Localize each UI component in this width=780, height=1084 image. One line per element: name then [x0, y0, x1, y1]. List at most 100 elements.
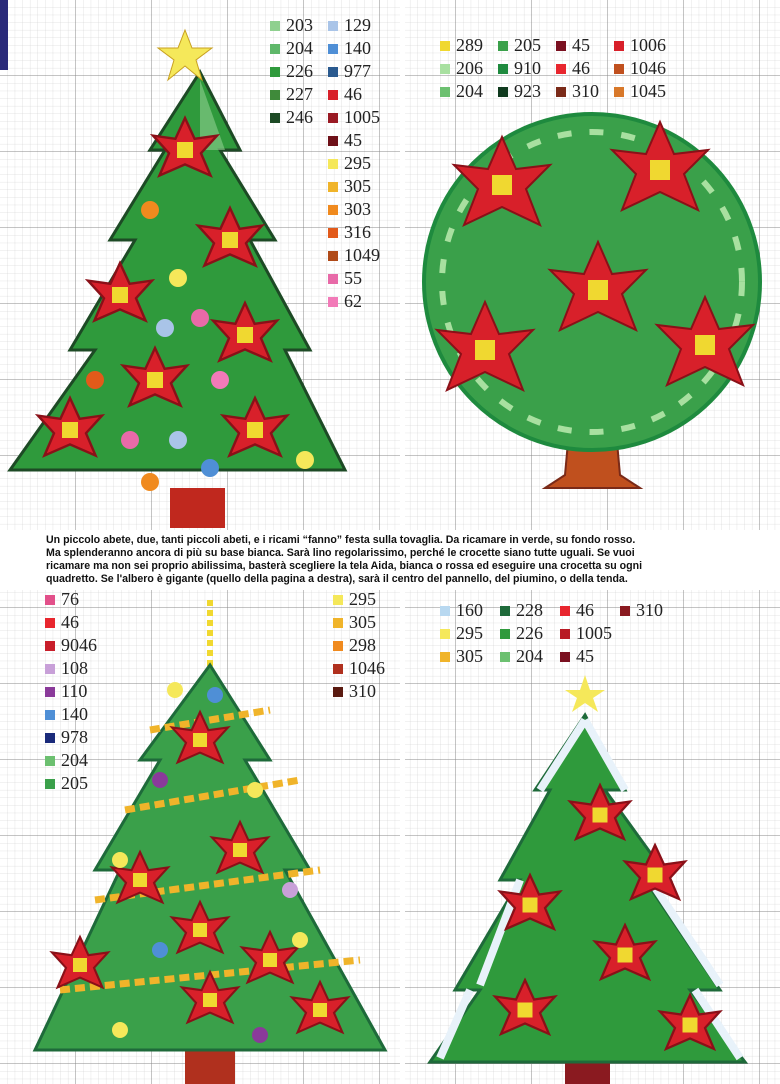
swatch [614, 87, 624, 97]
thread-code: 204 [286, 38, 313, 58]
swatch [45, 779, 55, 789]
thread-code: 228 [516, 600, 543, 620]
thread-code: 310 [572, 81, 599, 101]
thread-code: 46 [572, 58, 590, 78]
tree-snowy [427, 675, 749, 1084]
swatch [45, 664, 55, 674]
thread-code: 295 [456, 623, 483, 643]
swatch [556, 87, 566, 97]
swatch [45, 710, 55, 720]
thread-code: 310 [349, 681, 376, 701]
swatch [560, 606, 570, 616]
legends: 203 204 226 227 246 129 140 977 46 1005 45 295 305 30… [45, 15, 666, 793]
swatch [498, 64, 508, 74]
swatch [328, 159, 338, 169]
swatch [45, 733, 55, 743]
swatch [333, 687, 343, 697]
swatch [328, 274, 338, 284]
swatch [45, 756, 55, 766]
swatch [500, 606, 510, 616]
swatch [440, 629, 450, 639]
swatch [328, 205, 338, 215]
thread-code: 76 [61, 589, 79, 609]
thread-code: 110 [61, 681, 87, 701]
caption-line: quadretto. Se l'albero è gigante (quello… [46, 573, 628, 585]
swatch [328, 251, 338, 261]
thread-code: 108 [61, 658, 88, 678]
swatch [328, 90, 338, 100]
thread-code: 1049 [344, 245, 380, 265]
caption-line: Ma splenderanno ancora di più su base bi… [46, 547, 635, 559]
thread-code: 206 [456, 58, 483, 78]
thread-code: 298 [349, 635, 376, 655]
swatch [333, 641, 343, 651]
swatch [270, 21, 280, 31]
thread-code: 9046 [61, 635, 97, 655]
thread-code: 310 [636, 600, 663, 620]
thread-code: 977 [344, 61, 371, 81]
swatch [45, 641, 55, 651]
thread-code: 45 [344, 130, 362, 150]
swatch [620, 606, 630, 616]
swatch [328, 297, 338, 307]
thread-code: 1046 [349, 658, 385, 678]
swatch [328, 136, 338, 146]
thread-code: 205 [514, 35, 541, 55]
thread-code: 203 [286, 15, 313, 35]
thread-code: 227 [286, 84, 313, 104]
swatch [328, 228, 338, 238]
thread-code: 129 [344, 15, 371, 35]
tree-decorated [32, 600, 388, 1084]
swatch [440, 606, 450, 616]
thread-code: 55 [344, 268, 362, 288]
thread-code: 204 [456, 81, 483, 101]
thread-code: 1005 [344, 107, 380, 127]
thread-code: 46 [344, 84, 362, 104]
thread-code: 226 [286, 61, 313, 81]
edge-mark [0, 0, 8, 70]
swatch [556, 64, 566, 74]
swatch [270, 44, 280, 54]
thread-code: 295 [349, 589, 376, 609]
thread-code: 978 [61, 727, 88, 747]
swatch [560, 629, 570, 639]
swatch [440, 41, 450, 51]
swatch [45, 687, 55, 697]
thread-code: 305 [349, 612, 376, 632]
thread-code: 160 [456, 600, 483, 620]
caption-line: ricamare ma non sei proprio abilissima, … [46, 560, 642, 572]
thread-code: 1046 [630, 58, 666, 78]
thread-code: 246 [286, 107, 313, 127]
swatch [270, 67, 280, 77]
thread-code: 923 [514, 81, 541, 101]
swatch [45, 618, 55, 628]
swatch [45, 595, 55, 605]
swatch [440, 87, 450, 97]
swatch [500, 629, 510, 639]
swatch [500, 652, 510, 662]
swatch [328, 182, 338, 192]
swatch [440, 652, 450, 662]
tree-poinsettia [7, 28, 348, 528]
swatch [333, 595, 343, 605]
thread-code: 46 [61, 612, 79, 632]
swatch [270, 90, 280, 100]
thread-code: 303 [344, 199, 371, 219]
swatch [556, 41, 566, 51]
caption-line: Un piccolo abete, due, tanti piccoli abe… [46, 534, 635, 546]
swatch [498, 87, 508, 97]
swatch [328, 67, 338, 77]
swatch [270, 113, 280, 123]
thread-code: 45 [572, 35, 590, 55]
thread-code: 1045 [630, 81, 666, 101]
swatch [560, 652, 570, 662]
thread-code: 46 [576, 600, 594, 620]
swatch [333, 664, 343, 674]
swatch [440, 64, 450, 74]
thread-code: 140 [344, 38, 371, 58]
thread-code: 289 [456, 35, 483, 55]
thread-code: 62 [344, 291, 362, 311]
thread-code: 305 [344, 176, 371, 196]
thread-code: 1006 [630, 35, 666, 55]
